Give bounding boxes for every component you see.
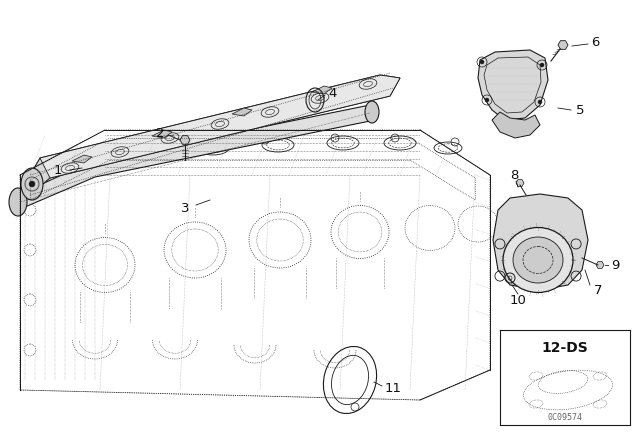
Polygon shape xyxy=(40,75,400,178)
Circle shape xyxy=(538,100,542,104)
Text: 2: 2 xyxy=(156,126,164,139)
Ellipse shape xyxy=(503,228,573,293)
Text: 4: 4 xyxy=(329,86,337,99)
Polygon shape xyxy=(30,75,400,195)
Text: 6: 6 xyxy=(591,35,599,48)
Text: 3: 3 xyxy=(180,202,189,215)
Polygon shape xyxy=(558,41,568,49)
Polygon shape xyxy=(72,155,92,163)
Polygon shape xyxy=(478,50,548,120)
Circle shape xyxy=(480,60,484,64)
Polygon shape xyxy=(492,112,540,138)
Ellipse shape xyxy=(513,237,563,283)
Polygon shape xyxy=(516,180,524,186)
Polygon shape xyxy=(232,108,252,116)
Polygon shape xyxy=(493,194,588,290)
Text: 9: 9 xyxy=(611,258,619,271)
Polygon shape xyxy=(596,262,604,268)
Text: 7: 7 xyxy=(594,284,602,297)
Polygon shape xyxy=(152,130,172,138)
Text: 12-DS: 12-DS xyxy=(541,341,588,355)
Text: 8: 8 xyxy=(510,168,518,181)
Text: 11: 11 xyxy=(385,382,402,395)
Ellipse shape xyxy=(21,168,43,200)
Text: 1: 1 xyxy=(54,164,62,177)
Polygon shape xyxy=(180,136,190,144)
Circle shape xyxy=(485,98,489,102)
Ellipse shape xyxy=(9,188,27,216)
Text: 10: 10 xyxy=(509,293,527,306)
Polygon shape xyxy=(312,86,332,94)
Circle shape xyxy=(540,63,544,67)
Text: 0C09574: 0C09574 xyxy=(547,413,582,422)
Text: 5: 5 xyxy=(576,103,584,116)
Polygon shape xyxy=(18,105,375,210)
Ellipse shape xyxy=(365,101,379,123)
Circle shape xyxy=(29,181,35,187)
